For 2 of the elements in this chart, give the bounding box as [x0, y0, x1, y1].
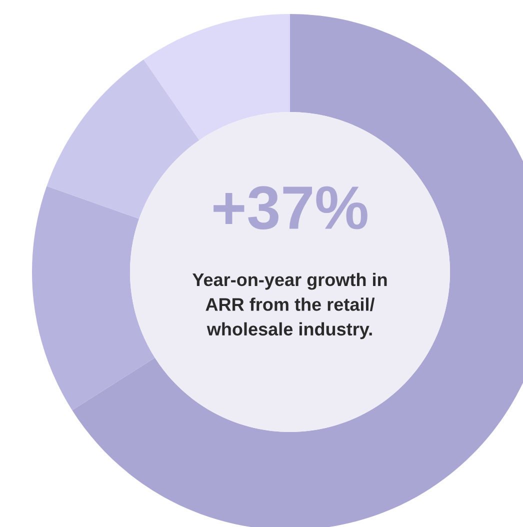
text: Year-on-year growth in ARR from the retail/ wholesale industry.	[192, 272, 387, 340]
text: +37%	[214, 186, 368, 230]
